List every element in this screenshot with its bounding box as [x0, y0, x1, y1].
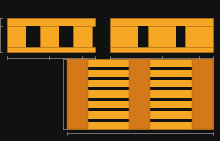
- Bar: [176, 26, 185, 47]
- Bar: [110, 47, 213, 52]
- Bar: [185, 26, 213, 47]
- Bar: [67, 67, 213, 70]
- Bar: [192, 59, 213, 129]
- Bar: [73, 26, 92, 47]
- Bar: [7, 47, 95, 52]
- Bar: [40, 26, 59, 47]
- Bar: [110, 26, 138, 47]
- Bar: [59, 26, 73, 47]
- Bar: [67, 59, 88, 129]
- Bar: [26, 26, 40, 47]
- Bar: [7, 18, 95, 26]
- Bar: [67, 119, 213, 122]
- Bar: [67, 77, 213, 80]
- Bar: [138, 26, 148, 47]
- Bar: [148, 26, 176, 47]
- Bar: [67, 87, 213, 91]
- Bar: [7, 26, 26, 47]
- Bar: [67, 98, 213, 101]
- Bar: [67, 59, 213, 129]
- Bar: [129, 59, 150, 129]
- Bar: [67, 108, 213, 111]
- Bar: [110, 18, 213, 26]
